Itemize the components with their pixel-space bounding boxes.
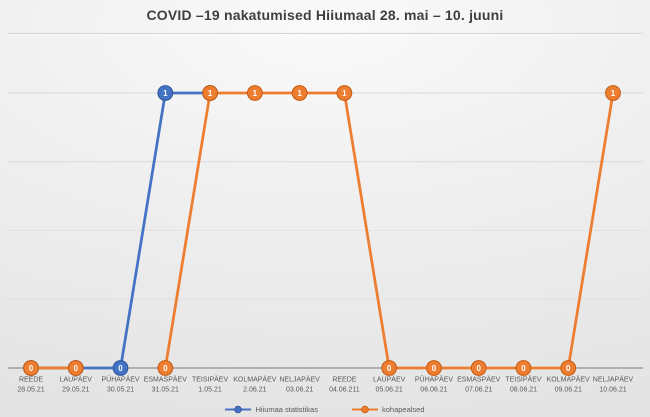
x-axis-label-date: 07.06.21 xyxy=(465,387,492,394)
legend-marker-icon xyxy=(225,405,252,414)
x-axis-label-date: 10.06.21 xyxy=(599,387,626,394)
x-axis-label-date: 09.06.21 xyxy=(555,387,582,394)
x-axis-label-date: 06.06.21 xyxy=(420,387,447,394)
data-point-marker xyxy=(515,360,532,376)
data-point-label: 1 xyxy=(163,89,168,98)
data-point-label: 1 xyxy=(342,89,347,98)
data-point-marker xyxy=(470,360,487,376)
x-axis-label-day: REEDE xyxy=(19,377,43,384)
x-axis-label-day: PÜHAPÄEV xyxy=(415,376,453,384)
data-point-label: 0 xyxy=(566,364,571,373)
data-point-marker xyxy=(605,85,621,101)
x-axis-label-day: TEISIPÄEV xyxy=(505,376,542,384)
data-point-label: 0 xyxy=(476,364,481,373)
data-point-label: 0 xyxy=(387,364,392,373)
data-point-label: 0 xyxy=(74,364,79,373)
x-axis-label-date: 08.06.21 xyxy=(510,387,537,394)
legend-item-hiiumaa-statistikas: Hiiumaa statistikas xyxy=(225,405,318,414)
series-kohapealsed: 0 0 0 1 1 1 1 0 0 0 0 0 1 xyxy=(23,85,621,376)
chart-title: COVID –19 nakatumised Hiiumaal 28. mai –… xyxy=(146,7,504,23)
data-point-label: 1 xyxy=(208,89,213,98)
data-point-marker xyxy=(157,85,174,101)
data-point-label: 0 xyxy=(29,364,34,373)
x-axis-label-date: 05.06.21 xyxy=(376,387,403,394)
x-axis-label-day: TEISIPÄEV xyxy=(192,376,229,384)
data-point-marker xyxy=(426,360,442,376)
x-axis-label-day: KOLMAPÄEV xyxy=(233,376,277,384)
chart-legend: Hiiumaa statistikas kohapealsed xyxy=(0,405,650,414)
x-axis-label-date: 2.06.21 xyxy=(243,387,266,394)
legend-label: Hiiumaa statistikas xyxy=(255,405,318,414)
x-axis-label-day: PÜHAPÄEV xyxy=(101,376,139,384)
x-axis-label-day: NELJAPÄEV xyxy=(279,376,320,384)
x-axis-label-day: ESMASPÄEV xyxy=(457,376,501,384)
data-point-label: 0 xyxy=(432,364,437,373)
x-axis-label-date: 31.05.21 xyxy=(152,387,179,394)
data-point-marker xyxy=(560,360,577,376)
data-point-marker xyxy=(381,360,398,376)
x-axis-label-date: 04.06.211 xyxy=(329,387,360,394)
x-axis-label-day: ESMASPÄEV xyxy=(144,376,188,384)
x-axis-label-day: REEDE xyxy=(332,377,356,384)
legend-marker-icon xyxy=(351,405,378,414)
title-divider xyxy=(8,33,642,35)
x-axis-label-date: 30.05.21 xyxy=(107,387,134,394)
data-point-marker xyxy=(112,360,129,376)
data-point-label: 1 xyxy=(611,89,616,98)
x-axis-label-day: LAUPÄEV xyxy=(373,376,406,384)
data-point-label: 1 xyxy=(297,89,302,98)
data-point-marker xyxy=(67,360,84,376)
x-axis-label-date: 1.05.21 xyxy=(198,387,221,394)
data-point-marker xyxy=(157,360,174,376)
data-point-marker xyxy=(291,85,308,101)
data-point-marker xyxy=(246,85,263,101)
data-point-marker xyxy=(23,360,39,376)
x-axis-label-day: NELJAPÄEV xyxy=(593,376,634,384)
x-axis-label-date: 29.05.21 xyxy=(62,387,89,394)
data-point-marker xyxy=(202,85,218,101)
data-point-label: 1 xyxy=(253,89,258,98)
data-point-label: 0 xyxy=(521,364,526,373)
x-axis-label-date: 28.05.21 xyxy=(17,387,44,394)
data-point-label: 0 xyxy=(163,364,168,373)
data-point-label: 0 xyxy=(118,364,123,373)
x-axis-label-date: 03.06.21 xyxy=(286,387,313,394)
x-axis-label-day: KOLMAPÄEV xyxy=(547,376,591,384)
x-axis-label-day: LAUPÄEV xyxy=(60,376,93,384)
legend-label: kohapealsed xyxy=(381,405,425,414)
legend-item-kohapealsed: kohapealsed xyxy=(351,405,425,414)
data-point-marker xyxy=(336,85,353,101)
